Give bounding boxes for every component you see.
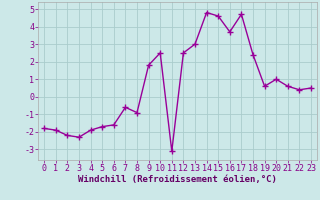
X-axis label: Windchill (Refroidissement éolien,°C): Windchill (Refroidissement éolien,°C) xyxy=(78,175,277,184)
